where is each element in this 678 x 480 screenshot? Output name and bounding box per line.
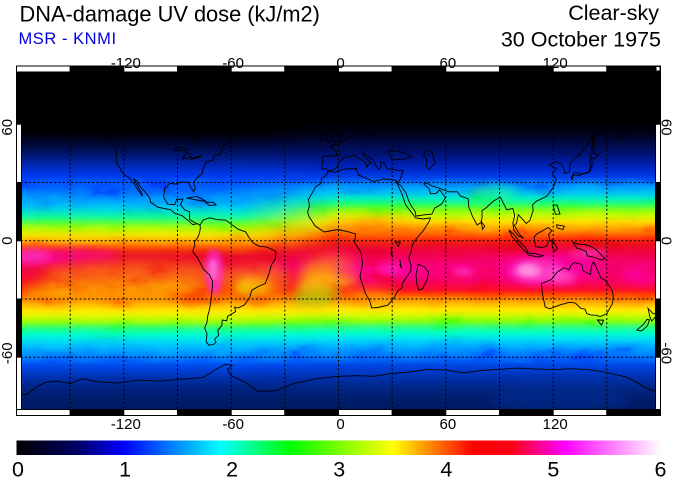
svg-text:30 October 1975: 30 October 1975	[501, 28, 661, 52]
svg-text:DNA-damage UV dose (kJ/m2): DNA-damage UV dose (kJ/m2)	[20, 2, 320, 27]
svg-text:-60: -60	[222, 416, 244, 433]
svg-text:0: 0	[0, 237, 16, 245]
svg-text:Clear-sky: Clear-sky	[568, 1, 659, 25]
svg-text:-60: -60	[222, 55, 244, 72]
svg-text:-60: -60	[0, 342, 16, 364]
svg-text:120: 120	[543, 55, 568, 72]
svg-text:3: 3	[333, 458, 345, 480]
svg-text:-120: -120	[111, 55, 141, 72]
svg-text:60: 60	[0, 119, 16, 136]
svg-text:60: 60	[658, 119, 675, 136]
svg-text:60: 60	[439, 416, 456, 433]
svg-text:2: 2	[226, 458, 238, 480]
svg-text:-60: -60	[658, 342, 675, 364]
svg-text:5: 5	[547, 458, 559, 480]
svg-text:0: 0	[336, 416, 344, 433]
svg-text:1: 1	[119, 458, 131, 480]
svg-text:0: 0	[12, 458, 24, 480]
svg-text:0: 0	[336, 55, 344, 72]
svg-text:-120: -120	[111, 416, 141, 433]
svg-text:120: 120	[543, 416, 568, 433]
svg-text:60: 60	[439, 55, 456, 72]
svg-text:4: 4	[440, 458, 452, 480]
svg-text:0: 0	[658, 237, 675, 245]
svg-text:MSR - KNMI: MSR - KNMI	[19, 30, 117, 48]
svg-text:6: 6	[654, 458, 666, 480]
